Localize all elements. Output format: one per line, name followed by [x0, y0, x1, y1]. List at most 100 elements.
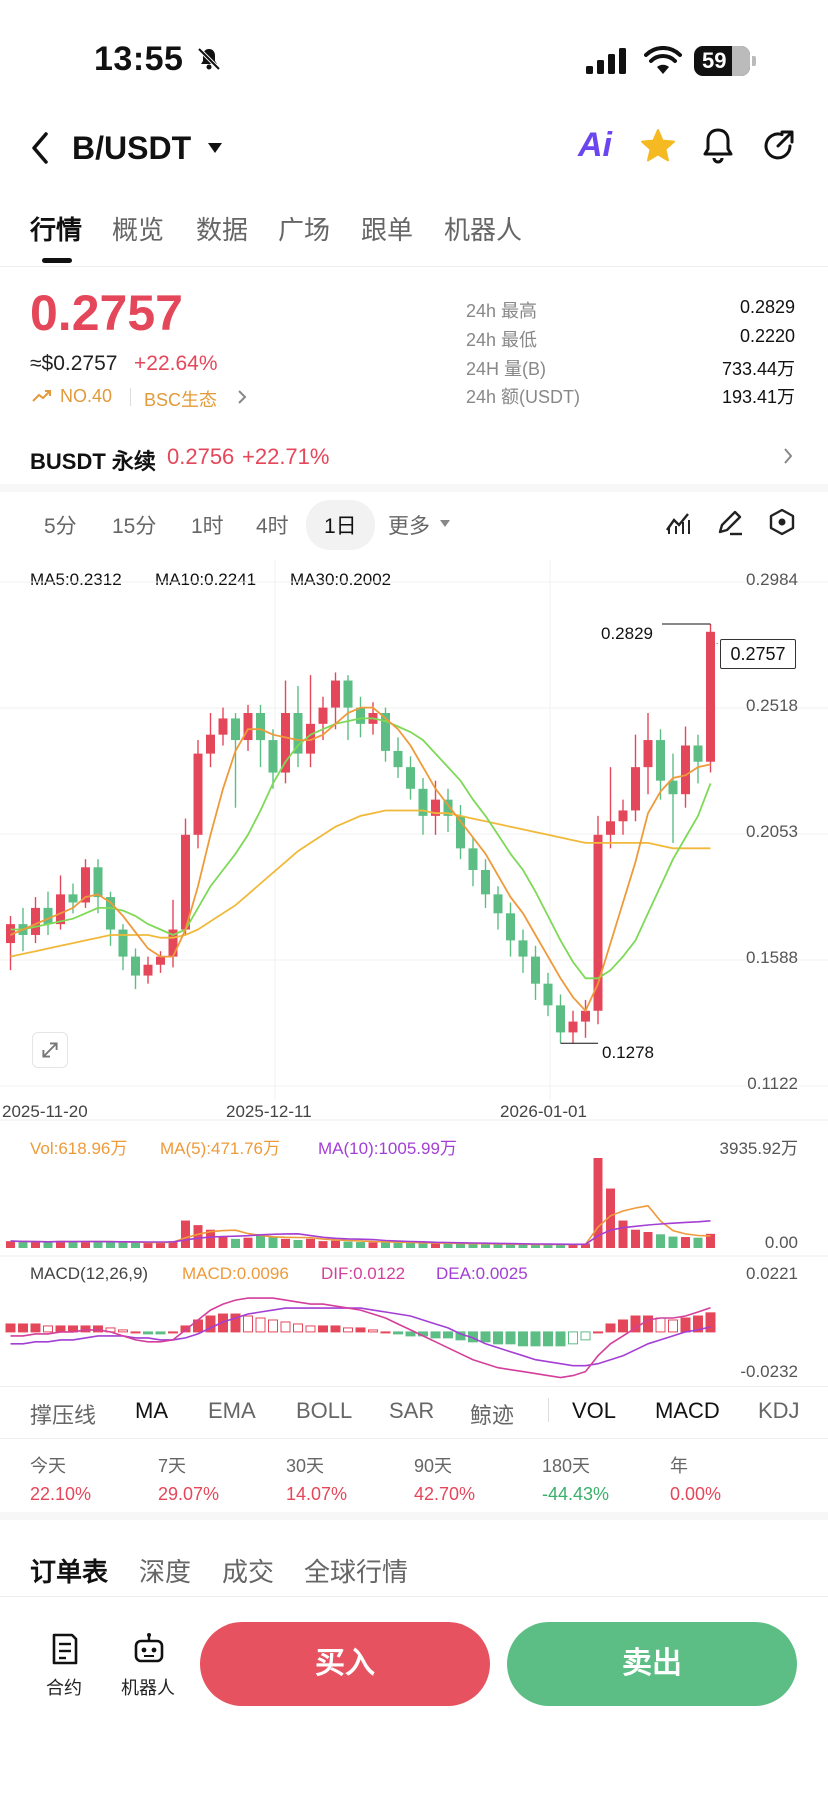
ind-tab-kdj[interactable]: KDJ: [758, 1398, 800, 1423]
ind-tab-sar[interactable]: SAR: [389, 1398, 435, 1423]
tab-global-market[interactable]: 全球行情: [304, 1557, 409, 1587]
macd-histogram-bar: [118, 1329, 128, 1333]
change-percent: +22.64%: [134, 352, 218, 375]
robot-icon[interactable]: [132, 1632, 166, 1666]
candle-body: [568, 1021, 578, 1033]
ma10-line: [10, 717, 712, 980]
contract-label[interactable]: 合约: [46, 1678, 82, 1698]
candle-body: [43, 907, 53, 925]
candle-body: [293, 713, 303, 754]
star-icon[interactable]: [640, 128, 676, 164]
macd-histogram-bar: [30, 1323, 41, 1333]
interval-more[interactable]: 更多: [388, 515, 430, 538]
chain-tag[interactable]: BSC生态: [144, 390, 218, 410]
caret-down-icon[interactable]: [207, 142, 223, 154]
macd-histogram-bar: [268, 1319, 278, 1333]
tab-copy-trade[interactable]: 跟单: [361, 215, 414, 245]
volume-bar: [493, 1244, 503, 1248]
macd-histogram-bar: [530, 1331, 541, 1347]
robot-label[interactable]: 机器人: [121, 1678, 175, 1698]
candle-body: [318, 707, 328, 724]
candle-body: [481, 870, 490, 895]
macd-min-label: -0.0232: [740, 1362, 798, 1381]
stat-turnover-value: 193.41万: [721, 387, 795, 407]
candle-body: [218, 718, 228, 735]
period-label: 90天: [414, 1456, 453, 1476]
tab-data[interactable]: 数据: [196, 215, 249, 245]
volume-bar: [531, 1244, 540, 1248]
chevron-right-icon[interactable]: [782, 446, 794, 466]
candle-body: [131, 956, 140, 976]
candle-body: [581, 1010, 590, 1022]
tab-overview[interactable]: 概览: [112, 215, 165, 245]
ind-tab-ma[interactable]: MA: [135, 1398, 168, 1423]
macd-histogram-bar: [493, 1331, 503, 1345]
interval-4h[interactable]: 4时: [256, 515, 289, 538]
ind-tab-macd[interactable]: MACD: [655, 1398, 720, 1423]
bell-icon[interactable]: [700, 126, 736, 164]
ind-tab-support[interactable]: 撑压线: [30, 1403, 97, 1428]
period-label: 今天: [30, 1456, 66, 1476]
candle-body: [393, 750, 403, 768]
interval-1h[interactable]: 1时: [191, 515, 224, 538]
macd-histogram-bar: [18, 1323, 28, 1333]
caret-down-icon[interactable]: [440, 520, 450, 528]
macd-histogram-bar: [655, 1317, 666, 1333]
kline-chart[interactable]: [0, 560, 828, 1380]
interval-5m[interactable]: 5分: [44, 515, 77, 538]
candle-body: [506, 913, 515, 941]
x-date-label: 2026-01-01: [500, 1102, 587, 1121]
low-price-label: 0.1278: [602, 1043, 654, 1062]
macd-histogram-bar: [393, 1331, 403, 1335]
tab-trades[interactable]: 成交: [222, 1557, 275, 1587]
candle-body: [31, 907, 40, 935]
y-tick-label: 0.1122: [747, 1074, 798, 1093]
macd-histogram-bar: [205, 1315, 216, 1333]
separator: [130, 388, 131, 406]
perpetual-name[interactable]: BUSDT 永续: [30, 449, 156, 474]
indicator-icon[interactable]: [664, 508, 692, 536]
ind-tab-boll[interactable]: BOLL: [296, 1398, 353, 1423]
tab-square[interactable]: 广场: [278, 215, 331, 245]
ind-tab-ema[interactable]: EMA: [208, 1398, 256, 1423]
divider: [0, 1596, 828, 1597]
chevron-right-icon[interactable]: [236, 388, 248, 406]
contract-icon[interactable]: [48, 1632, 82, 1666]
stat-volume-label: 24H 量(B): [466, 359, 547, 379]
expand-icon[interactable]: [32, 1032, 68, 1068]
macd-histogram-bar: [430, 1331, 441, 1339]
last-price-tag: 0.2757: [720, 639, 796, 669]
macd-histogram-bar: [230, 1313, 241, 1333]
candle-body: [543, 983, 553, 1006]
tab-depth[interactable]: 深度: [139, 1557, 192, 1587]
back-arrow-icon[interactable]: [26, 130, 56, 166]
volume-ma10-line: [10, 1220, 711, 1246]
macd-histogram-bar: [218, 1313, 228, 1333]
ind-tab-whale[interactable]: 鲸迹: [470, 1403, 515, 1428]
volume-bar: [568, 1244, 578, 1248]
volume-bar: [456, 1243, 465, 1248]
share-icon[interactable]: [760, 128, 796, 164]
macd-histogram-bar: [355, 1327, 366, 1333]
sell-button[interactable]: 卖出: [507, 1622, 797, 1706]
ai-icon[interactable]: Ai: [578, 126, 612, 164]
macd-histogram-bar: [693, 1315, 703, 1333]
tab-orderbook[interactable]: 订单表: [30, 1557, 109, 1587]
signal-icon: [586, 48, 626, 74]
buy-button[interactable]: 买入: [200, 1622, 490, 1706]
tab-market[interactable]: 行情: [30, 215, 83, 245]
interval-15m[interactable]: 15分: [112, 515, 157, 538]
volume-bar: [318, 1241, 328, 1248]
rank-badge[interactable]: NO.40: [60, 386, 113, 406]
tab-bot[interactable]: 机器人: [444, 215, 523, 245]
period-value: 22.10%: [30, 1484, 92, 1504]
candle-body: [343, 680, 353, 708]
interval-1d[interactable]: 1日: [306, 500, 375, 550]
volume-bar: [281, 1238, 290, 1248]
volume-bar: [656, 1234, 665, 1248]
period-label: 180天: [542, 1456, 591, 1476]
pencil-icon[interactable]: [716, 508, 744, 536]
ind-tab-vol[interactable]: VOL: [572, 1398, 617, 1423]
pair-title[interactable]: B/USDT: [72, 130, 192, 166]
settings-hex-icon[interactable]: [768, 508, 796, 536]
